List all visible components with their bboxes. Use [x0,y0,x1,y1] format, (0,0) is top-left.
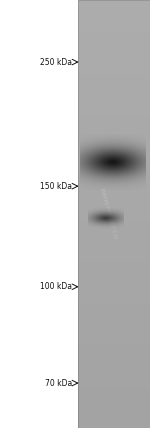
Text: 70 kDa: 70 kDa [45,378,72,388]
Text: 150 kDa: 150 kDa [40,181,72,191]
Bar [78,0,150,428]
Text: 100 kDa: 100 kDa [40,282,72,291]
Text: 250 kDa: 250 kDa [40,57,72,67]
Text: WWW.PGLAEF.CO: WWW.PGLAEF.CO [99,187,117,241]
